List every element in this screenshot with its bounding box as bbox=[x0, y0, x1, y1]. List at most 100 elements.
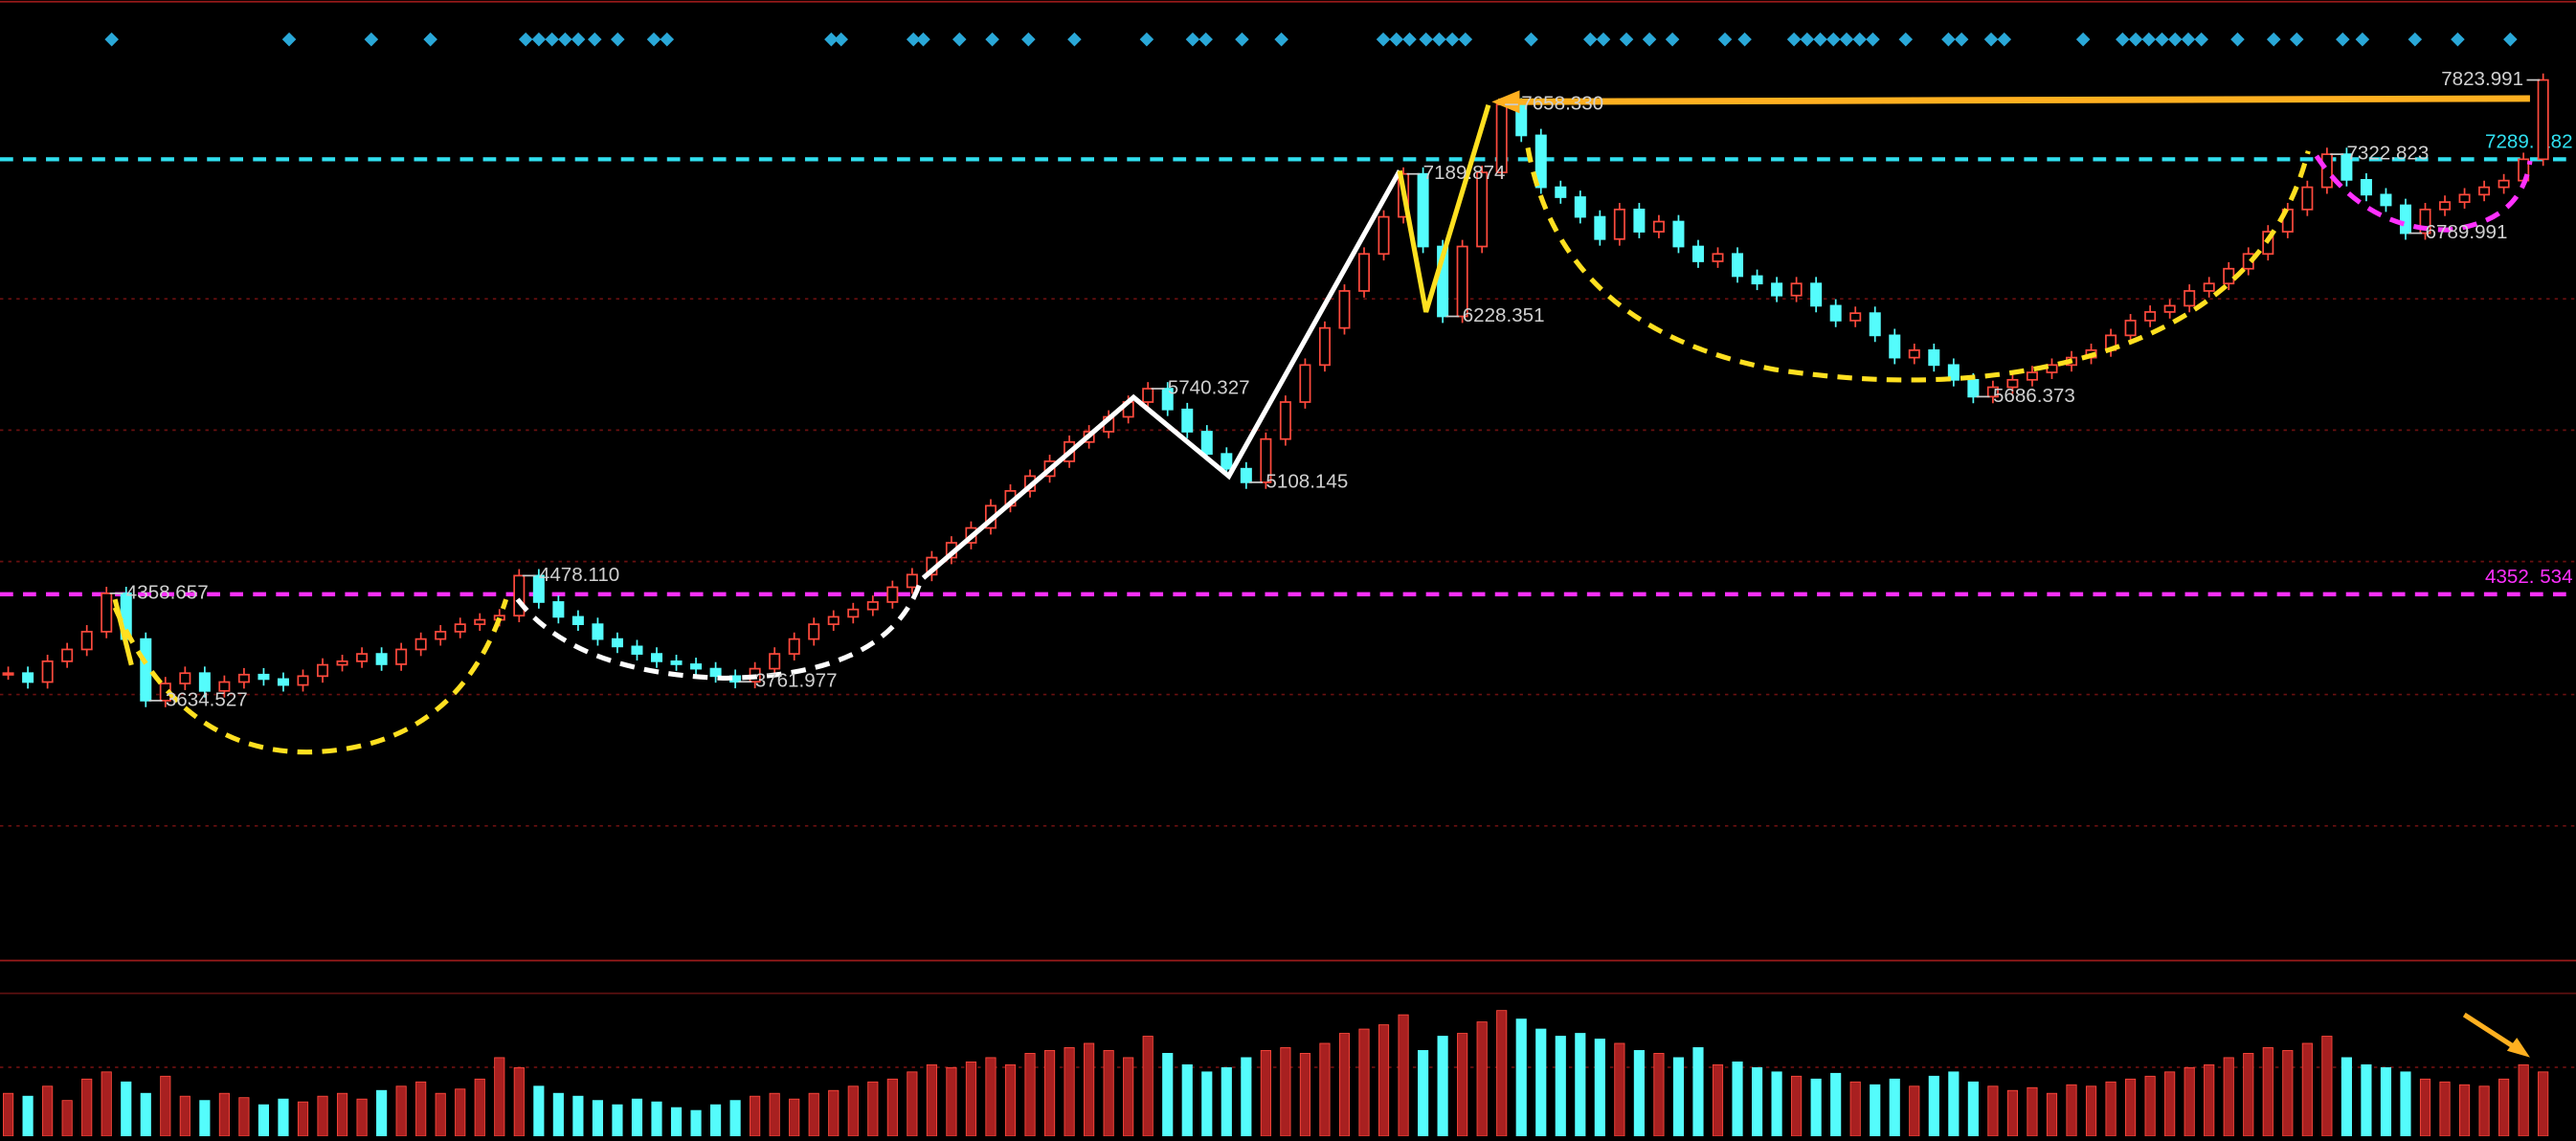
signal-marker bbox=[2230, 32, 2245, 47]
volume-bar bbox=[2066, 1084, 2077, 1137]
candle bbox=[2026, 371, 2038, 381]
volume-bar bbox=[2341, 1057, 2352, 1137]
volume-bar bbox=[2400, 1071, 2411, 1137]
candle bbox=[198, 672, 211, 692]
volume-bar bbox=[710, 1104, 722, 1137]
candle bbox=[1534, 134, 1547, 189]
signal-marker bbox=[1402, 32, 1417, 47]
volume-bar bbox=[2538, 1071, 2549, 1137]
annotation-label: 7322.823 bbox=[2346, 143, 2429, 165]
candle bbox=[2419, 208, 2431, 235]
volume-bar bbox=[808, 1092, 819, 1137]
volume-bar bbox=[1751, 1066, 1763, 1137]
candle bbox=[2163, 304, 2176, 313]
candle bbox=[1829, 304, 1842, 322]
candle bbox=[1456, 245, 1468, 318]
candle bbox=[1652, 220, 1665, 233]
volume-bar bbox=[140, 1092, 151, 1137]
volume-bar bbox=[2223, 1057, 2234, 1137]
volume-bar bbox=[1123, 1057, 1134, 1137]
candle bbox=[571, 615, 584, 626]
volume-bar bbox=[61, 1100, 73, 1137]
candle bbox=[1967, 378, 1980, 398]
candle bbox=[1633, 208, 1646, 233]
volume-bar bbox=[1319, 1042, 1331, 1137]
volume-bar bbox=[1084, 1042, 1095, 1137]
candle bbox=[650, 653, 663, 662]
volume-bar bbox=[258, 1104, 270, 1137]
volume-bar bbox=[1162, 1053, 1174, 1137]
volume-bar bbox=[81, 1078, 93, 1137]
volume-bar bbox=[2282, 1050, 2294, 1137]
volume-bar bbox=[395, 1085, 407, 1137]
volume-bar bbox=[2361, 1063, 2372, 1137]
volume-bar bbox=[1830, 1072, 1842, 1137]
candle bbox=[1318, 326, 1331, 367]
volume-bar bbox=[1555, 1036, 1566, 1137]
level-label: 4352. 534 bbox=[2485, 566, 2573, 588]
volume-bar bbox=[729, 1100, 741, 1137]
candle bbox=[631, 645, 643, 655]
arrow bbox=[2462, 1012, 2522, 1053]
volume-bar bbox=[1791, 1075, 1803, 1137]
volume-bar bbox=[592, 1100, 603, 1137]
volume-bar bbox=[572, 1095, 584, 1137]
volume-bar bbox=[2006, 1089, 2019, 1137]
volume-bar bbox=[2498, 1078, 2510, 1137]
candle bbox=[1732, 253, 1744, 278]
candle bbox=[2320, 153, 2333, 189]
candle bbox=[1849, 312, 1862, 322]
candle bbox=[1555, 186, 1567, 198]
candle bbox=[2341, 153, 2353, 181]
volume-bar bbox=[985, 1057, 997, 1137]
volume-bar bbox=[1457, 1033, 1468, 1137]
annotation-label: 5740.327 bbox=[1168, 376, 1250, 398]
volume-bar bbox=[278, 1098, 289, 1137]
arrow-head bbox=[2506, 1038, 2530, 1058]
candle bbox=[808, 623, 820, 640]
volume-bar bbox=[886, 1078, 898, 1137]
volume-bar bbox=[1653, 1053, 1665, 1137]
annotation-label: 3761.977 bbox=[755, 670, 838, 692]
volume-bar bbox=[631, 1098, 643, 1137]
volume-bar bbox=[42, 1085, 54, 1137]
candle bbox=[611, 638, 623, 648]
volume-bar bbox=[2518, 1063, 2529, 1137]
volume-bar bbox=[867, 1081, 879, 1137]
candle bbox=[592, 623, 604, 640]
candle bbox=[1417, 172, 1429, 248]
candle bbox=[2458, 193, 2471, 203]
candle bbox=[1672, 220, 1685, 248]
candle bbox=[2203, 282, 2215, 292]
candle bbox=[769, 653, 781, 670]
candle bbox=[1889, 334, 1901, 359]
candle bbox=[80, 631, 93, 651]
volume-bar bbox=[2027, 1086, 2038, 1137]
candle bbox=[1200, 431, 1213, 456]
candle bbox=[1299, 364, 1311, 403]
volume-bar bbox=[1418, 1050, 1429, 1137]
candle bbox=[847, 608, 860, 618]
candle bbox=[1221, 453, 1233, 470]
candle bbox=[218, 681, 231, 692]
candle bbox=[690, 663, 703, 670]
candle bbox=[2144, 311, 2157, 322]
signal-marker bbox=[1596, 32, 1611, 47]
trend-arrows bbox=[112, 90, 2530, 1058]
signal-marker bbox=[646, 32, 661, 47]
volume-bar bbox=[847, 1085, 859, 1137]
candle bbox=[1260, 437, 1272, 483]
arrow bbox=[921, 169, 1402, 580]
candle bbox=[2223, 267, 2235, 285]
volume-bar bbox=[1692, 1047, 1704, 1137]
volume-bar bbox=[376, 1089, 388, 1137]
candle bbox=[2301, 186, 2314, 211]
volume-bar bbox=[2262, 1047, 2274, 1137]
candle bbox=[1986, 386, 1999, 398]
volume-bar bbox=[1810, 1078, 1822, 1137]
cup-curve bbox=[2314, 154, 2533, 233]
volume-bar bbox=[1594, 1039, 1605, 1137]
volume-bar bbox=[356, 1098, 368, 1137]
volume-bar bbox=[750, 1095, 761, 1137]
